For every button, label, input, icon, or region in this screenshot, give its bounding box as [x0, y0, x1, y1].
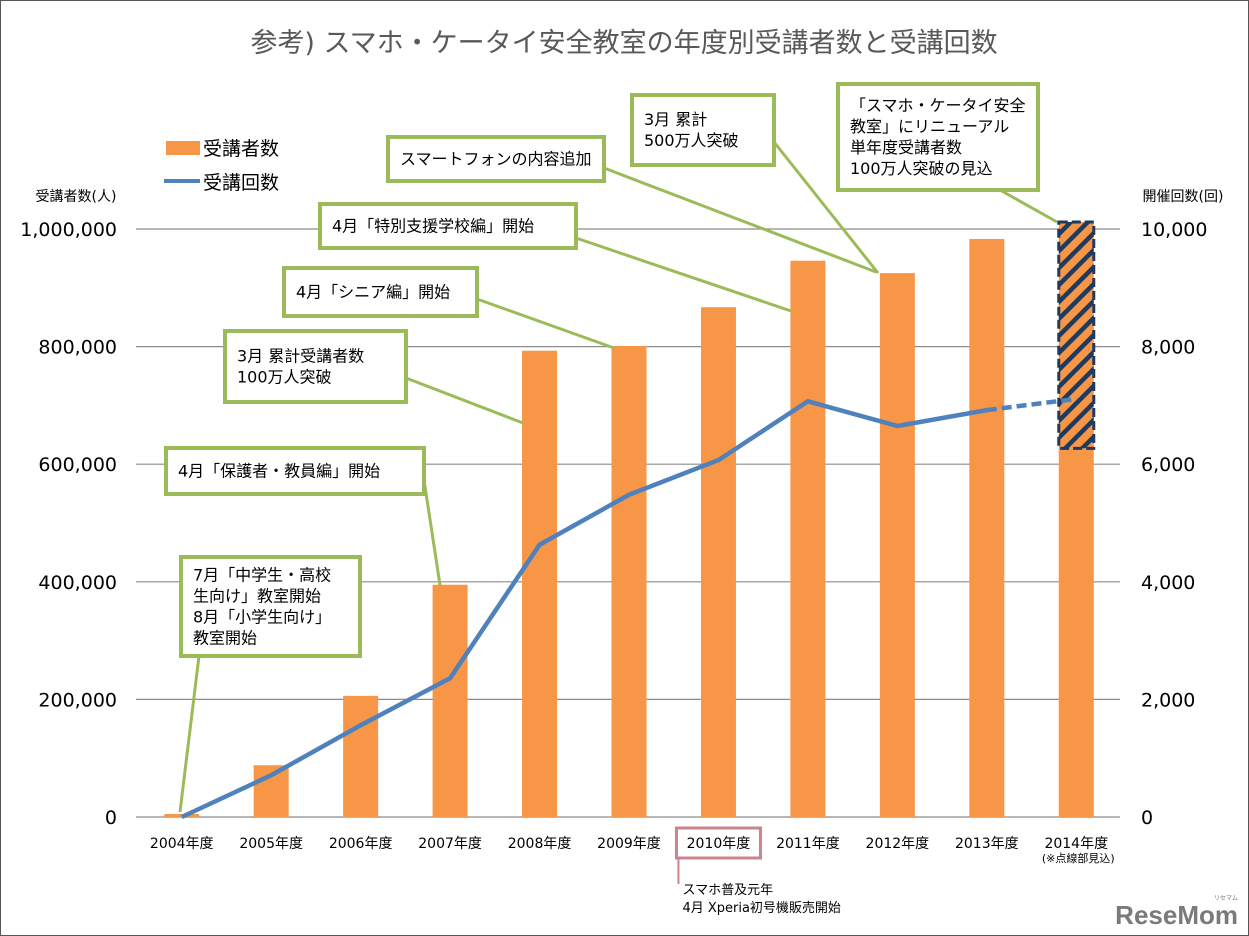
annotation-text: 500万人突破 — [644, 131, 739, 150]
annotation-text: 4月「保護者・教員編」開始 — [178, 462, 380, 481]
annotation-box — [318, 202, 578, 250]
annotation-callout: スマートフォンの内容追加 — [386, 135, 606, 183]
logo-text: ReseMom — [1115, 900, 1238, 930]
bar — [1058, 448, 1094, 817]
annotation-text: 3月 累計 — [644, 110, 707, 129]
left-tick-label: 200,000 — [38, 689, 117, 711]
x-tick-label: 2011年度 — [776, 836, 840, 852]
annotation-text: 「スマホ・ケータイ安全 — [850, 96, 1026, 115]
bar — [611, 346, 647, 817]
annotation-callout: 3月 累計受講者数 100万人突破 — [223, 329, 408, 404]
x-tick-label: 2007年度 — [418, 836, 482, 852]
annotation-leader — [603, 166, 877, 274]
x-tick-label: 2006年度 — [329, 836, 393, 852]
x-tick-label: 2008年度 — [508, 836, 572, 852]
annotation-leader — [476, 297, 615, 350]
x-tick-note: (※点線部見込) — [1042, 851, 1115, 865]
bar — [790, 260, 826, 817]
annotation-text: 教室」にリニューアル — [850, 117, 1009, 136]
annotation-box — [836, 82, 1040, 192]
left-tick-label: 1,000,000 — [20, 219, 117, 241]
left-tick-label: 0 — [105, 807, 117, 829]
annotation-leader — [575, 236, 792, 313]
annotation-leader — [999, 188, 1058, 224]
annotation-box — [223, 329, 408, 404]
legend-label-line[interactable]: 受講回数 — [203, 172, 279, 194]
annotation-callout: 4月「シニア編」開始 — [282, 266, 479, 318]
annotation-text: 8月「小学生向け」 — [193, 608, 331, 627]
right-tick-label: 8,000 — [1141, 337, 1195, 359]
line-series — [180, 396, 1077, 820]
bar — [343, 695, 379, 817]
annotation-text: 3月 累計受講者数 — [237, 347, 364, 366]
legend: 受講者数 受講回数 — [164, 138, 279, 194]
annotation-callout: 3月 累計 500万人突破 — [630, 93, 776, 167]
annotation-text: 100万人突破の見込 — [850, 159, 993, 178]
resemom-logo: ReseMom リセマム — [1115, 895, 1238, 930]
bar — [879, 273, 915, 818]
annotation-leader — [405, 376, 524, 425]
highlight-note: 4月 Xperia初号機販売開始 — [682, 900, 840, 916]
annotation-leader — [422, 479, 442, 586]
bar — [700, 307, 736, 817]
annotation-text: スマートフォンの内容追加 — [400, 150, 592, 169]
annotation-text: 4月「シニア編」開始 — [296, 283, 450, 302]
left-axis-title: 受講者数(人) — [36, 189, 117, 205]
x-tick-label: 2013年度 — [955, 836, 1019, 852]
legend-swatch-bar — [166, 141, 200, 155]
annotation-box — [179, 555, 362, 658]
right-tick-label: 2,000 — [1141, 689, 1195, 711]
annotation-callout: 4月「保護者・教員編」開始 — [164, 446, 426, 496]
bar-projected — [1057, 220, 1096, 450]
annotation-callout: 4月「特別支援学校編」開始 — [318, 202, 578, 250]
bar — [969, 238, 1005, 818]
left-tick-label: 600,000 — [38, 454, 117, 476]
annotation-text: 100万人突破 — [237, 368, 332, 387]
x-tick-label: 2010年度 — [687, 836, 751, 852]
legend-label-bar[interactable]: 受講者数 — [203, 138, 279, 160]
chart-title: 参考) スマホ・ケータイ安全教室の年度別受講者数と受講回数 — [250, 28, 997, 59]
left-axis-ticks: 0 200,000 400,000 600,000 800,000 1,000,000 — [20, 219, 117, 829]
x-tick-label: 2009年度 — [597, 836, 661, 852]
right-tick-label: 0 — [1141, 807, 1153, 829]
logo-small-text: リセマム — [1214, 895, 1238, 902]
highlight-note: スマホ普及元年 — [682, 883, 773, 898]
right-tick-label: 4,000 — [1141, 572, 1195, 594]
annotation-text: 4月「特別支援学校編」開始 — [332, 217, 534, 236]
annotation-leaders — [178, 141, 1058, 813]
x-tick-label: 2012年度 — [866, 836, 930, 852]
annotation-text: 単年度受講者数 — [850, 138, 962, 157]
annotation-leader — [178, 655, 201, 813]
annotation-box — [282, 266, 479, 318]
right-tick-label: 10,000 — [1141, 219, 1207, 241]
highlight-box — [674, 826, 762, 860]
left-tick-label: 800,000 — [38, 337, 117, 359]
bar — [522, 350, 558, 817]
x-tick-label: 2014年度 — [1044, 836, 1108, 852]
left-tick-label: 400,000 — [38, 572, 117, 594]
annotation-box — [386, 135, 606, 183]
highlight-2010: スマホ普及元年 4月 Xperia初号機販売開始 — [674, 826, 841, 916]
right-axis-title: 開催回数(回) — [1143, 189, 1224, 205]
annotation-text: 生向け」教室開始 — [193, 587, 321, 606]
x-tick-label: 2004年度 — [150, 836, 214, 852]
annotation-box — [630, 93, 776, 167]
right-axis-ticks: 0 2,000 4,000 6,000 8,000 10,000 — [1141, 219, 1207, 829]
x-axis-labels: 2004年度 2005年度 2006年度 2007年度 2008年度 2009年度 2010… — [150, 836, 1115, 865]
annotation-text: 7月「中学生・高校 — [193, 566, 331, 585]
line-path — [180, 399, 988, 820]
annotation-leader — [772, 141, 880, 274]
line-projected — [986, 396, 1077, 413]
right-tick-label: 6,000 — [1141, 454, 1195, 476]
x-tick-label: 2005年度 — [239, 836, 303, 852]
bar — [432, 584, 468, 817]
bar-series — [164, 220, 1096, 818]
annotation-box — [164, 446, 426, 496]
annotation-text: 教室開始 — [193, 629, 257, 648]
